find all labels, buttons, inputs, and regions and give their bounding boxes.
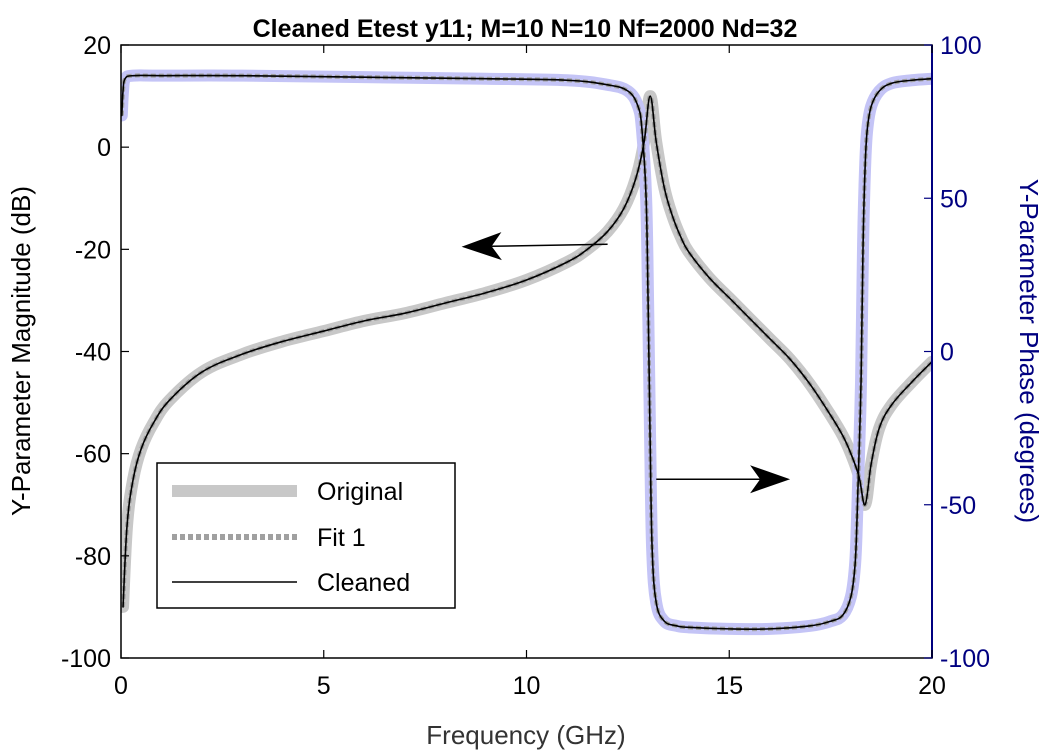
y-tick-label-right: 50 [940,185,968,213]
y-tick-label-right: 0 [940,339,954,367]
legend-label-original: Original [317,478,403,506]
x-tick-label: 5 [317,672,331,700]
y-axis-label-right: Y-Parameter Phase (degrees) [1014,179,1044,523]
x-axis-label: Frequency (GHz) [426,720,625,750]
y-tick-label-left: -40 [75,339,111,367]
y-tick-label-left: -80 [75,543,111,571]
y-tick-label-right: -100 [940,645,990,673]
chart-title: Cleaned Etest y11; M=10 N=10 Nf=2000 Nd=… [253,15,798,43]
y-tick-label-left: 0 [97,134,111,162]
y-tick-label-left: -20 [75,236,111,264]
legend: Original Fit 1 Cleaned [156,462,456,609]
y-tick-label-left: -60 [75,441,111,469]
x-tick-label: 0 [114,672,128,700]
series-cleaned-phase-line [121,74,932,630]
legend-label-fit: Fit 1 [317,524,366,552]
legend-box [156,462,456,609]
y-tick-label-right: -50 [940,492,976,520]
y-tick-label-right: 100 [940,32,982,60]
series-cleaned-magnitude-line [122,95,932,608]
legend-label-cleaned: Cleaned [317,569,410,597]
y-axis-label-left: Y-Parameter Magnitude (dB) [6,186,36,516]
series-layer [121,69,932,636]
x-tick-label: 15 [715,672,743,700]
annotation-arrow-head-1 [461,232,502,261]
y-tick-label-left: -100 [61,645,111,673]
x-tick-label: 20 [918,672,946,700]
annotation-layer [461,232,791,494]
annotation-arrow-head-2 [750,465,791,494]
x-tick-label: 10 [513,672,541,700]
y-tick-label-left: 20 [83,32,111,60]
annotation-arrow-shaft-1 [491,243,608,248]
tick-layer: 0 5 10 15 20 20 0 -20 -40 -60 -80 -100 100 50 0 -50 -100 [61,32,990,700]
